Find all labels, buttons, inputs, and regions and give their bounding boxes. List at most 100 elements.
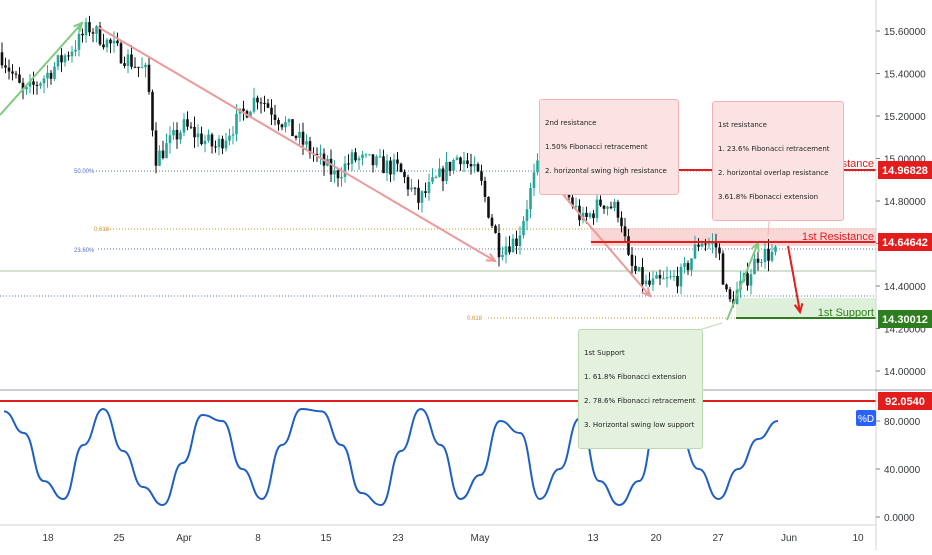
candle-body <box>760 262 763 264</box>
time-tick-label: May <box>471 533 490 544</box>
candle-body <box>291 119 294 137</box>
candle-body <box>67 55 70 57</box>
candle-body <box>53 66 56 79</box>
candle-body <box>221 138 224 149</box>
first-support-tag: 14.30012 <box>878 310 932 328</box>
candle-body <box>441 168 445 182</box>
candle-body <box>126 54 130 66</box>
candle-body <box>459 157 462 165</box>
candle-body <box>616 201 620 218</box>
fib-618-top-label: 0.618 <box>94 227 110 233</box>
candle-body <box>60 55 63 63</box>
price-tick-label: 15.00000 <box>884 155 926 166</box>
candle-body <box>252 97 256 112</box>
candle-body <box>448 162 452 171</box>
candle-body <box>39 83 42 86</box>
candle-body <box>431 177 434 183</box>
bounce-arrow <box>726 242 759 321</box>
candle-body <box>28 81 32 87</box>
candle-body <box>165 143 168 159</box>
candles-layer <box>0 15 777 308</box>
candle-body <box>315 154 319 156</box>
candle-body <box>207 134 210 141</box>
candle-body <box>651 278 655 285</box>
candle-body <box>704 243 707 245</box>
time-tick-label: 13 <box>587 533 599 544</box>
time-tick-label: 8 <box>255 533 261 544</box>
candle-body <box>417 187 420 203</box>
note-line: 2. horizontal swing high resistance <box>545 167 667 175</box>
candle-body <box>718 247 721 254</box>
candle-body <box>123 63 126 66</box>
candle-body <box>585 212 588 217</box>
candle-body <box>606 206 609 209</box>
candle-body <box>483 180 487 197</box>
candle-body <box>224 140 228 149</box>
candle-body <box>273 114 277 120</box>
candle-body <box>172 129 175 136</box>
candle-body <box>308 141 312 154</box>
candle-body <box>161 150 165 159</box>
candle-body <box>109 39 112 44</box>
candle-body <box>711 242 714 244</box>
candle-body <box>630 254 634 266</box>
candle-body <box>147 64 151 92</box>
candle-body <box>74 49 77 52</box>
candle-body <box>214 146 217 148</box>
candle-body <box>249 111 252 118</box>
candle-body <box>231 134 235 136</box>
candle-body <box>319 153 322 155</box>
drop-arrow <box>547 176 651 297</box>
candle-body <box>721 253 725 285</box>
candle-body <box>294 136 298 138</box>
first-resistance-tag: 14.64642 <box>878 233 932 251</box>
candle-body <box>378 156 382 158</box>
candle-body <box>266 103 270 108</box>
candle-body <box>473 164 476 167</box>
candle-body <box>361 154 364 159</box>
candle-body <box>707 243 711 245</box>
candle-body <box>700 243 704 247</box>
candle-body <box>364 154 368 156</box>
svg-text:%D: %D <box>858 414 874 425</box>
candle-body <box>371 154 375 166</box>
price-tick-label: 14.00000 <box>884 367 926 378</box>
candle-body <box>102 44 105 48</box>
candle-body <box>242 108 245 112</box>
candle-body <box>410 187 413 190</box>
candle-body <box>11 71 14 74</box>
stoch-tick-label: 40.0000 <box>884 465 921 476</box>
candle-body <box>375 156 378 166</box>
candle-body <box>14 73 18 75</box>
candle-body <box>277 119 280 125</box>
candle-body <box>424 191 427 194</box>
note-title: 1st Support <box>584 349 625 357</box>
candle-body <box>228 135 231 141</box>
note-line: 1.50% Fibonacci retracement <box>545 143 648 151</box>
candle-body <box>490 217 494 226</box>
candle-body <box>714 242 718 248</box>
note-line: 3. Horizontal swing low support <box>584 421 695 429</box>
time-tick-label: 18 <box>42 533 54 544</box>
drop-arrow-head <box>641 287 652 298</box>
candle-body <box>25 86 28 90</box>
candle-body <box>133 66 137 68</box>
time-tick-label: 23 <box>392 533 404 544</box>
target-arrow <box>787 245 801 313</box>
candle-body <box>665 277 669 279</box>
time-tick-label: 25 <box>113 533 125 544</box>
price-tick-label: 14.80000 <box>884 197 926 208</box>
time-tick-label: 20 <box>650 533 662 544</box>
candle-body <box>98 26 102 45</box>
candle-body <box>756 258 760 263</box>
candle-body <box>389 160 392 175</box>
candle-body <box>613 201 616 209</box>
candle-body <box>532 172 536 189</box>
candle-body <box>413 187 417 189</box>
note-line: 2. horizontal overlap resistance <box>718 169 829 177</box>
candle-body <box>655 275 658 279</box>
candle-body <box>196 133 200 138</box>
stoch-level-tag: 92.0540 <box>878 392 932 410</box>
